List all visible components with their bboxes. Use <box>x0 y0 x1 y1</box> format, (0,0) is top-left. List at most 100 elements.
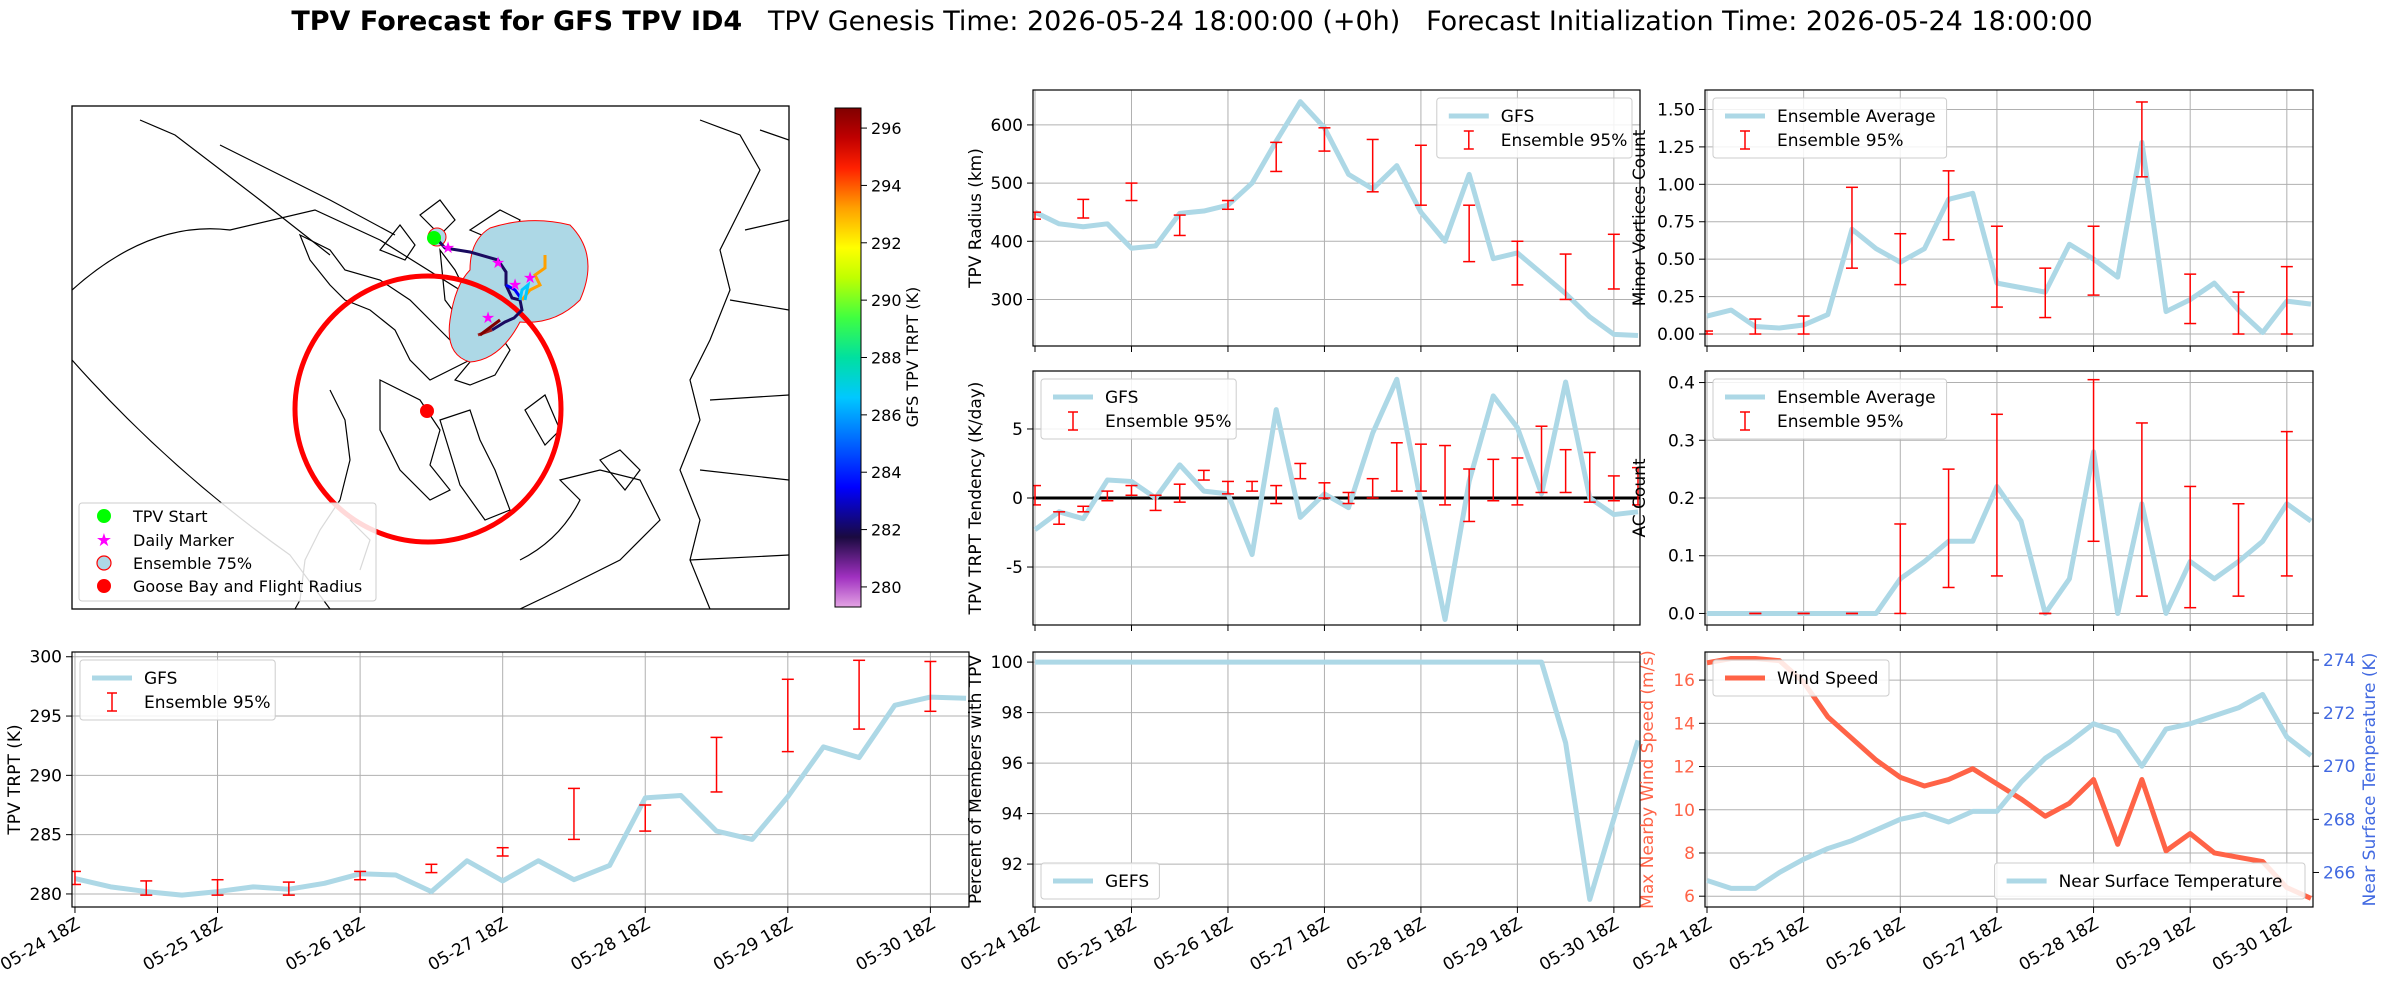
legend-label: Ensemble 95% <box>1777 131 1904 151</box>
y-axis-label: Max Nearby Wind Speed (m/s) <box>1638 650 1658 909</box>
plot-frame <box>1704 370 2314 626</box>
tpv-track <box>434 236 524 332</box>
tpv-track <box>520 255 547 301</box>
x-tick-label: 05-26 18Z <box>1822 914 1908 975</box>
y2-tick-label: 266 <box>2323 863 2355 883</box>
y-tick-label: 0.00 <box>1657 325 1695 345</box>
plot-content <box>1707 378 2313 616</box>
series-line <box>1706 139 2312 336</box>
y-tick-label: 92 <box>1001 855 1023 875</box>
x-tick-label: 05-29 18Z <box>2112 914 2198 975</box>
y-tick-label: 0.75 <box>1657 213 1695 233</box>
legend-label: TPV Start <box>132 507 208 526</box>
y-tick-label: 12 <box>1673 758 1695 778</box>
y-axis-label: TPV Radius (km) <box>966 148 986 289</box>
y2-tick-label: 274 <box>2323 651 2355 671</box>
map-coastline <box>744 219 789 231</box>
map-coastline <box>439 409 511 521</box>
map-coastline <box>699 469 789 481</box>
legend-label: Ensemble Average <box>1777 388 1936 408</box>
map-panel: ★ ★ ★ ★ ★ TPV Start ★ Daily Marker Ensem… <box>71 105 922 610</box>
map-boundary-line <box>139 119 331 256</box>
legend-label: GFS <box>1105 388 1138 408</box>
legend-ensemble-icon <box>96 555 112 571</box>
legend-goosebay-icon <box>97 579 111 593</box>
legend-label: Near Surface Temperature <box>2059 872 2283 892</box>
x-tick-label: 05-30 18Z <box>1536 914 1622 975</box>
map-coastline <box>729 299 789 311</box>
x-tick-label: 05-24 18Z <box>1629 914 1715 975</box>
title-init: Forecast Initialization Time: 2026-05-24… <box>1426 6 2093 37</box>
tpv-track <box>518 281 531 301</box>
legend-label: Wind Speed <box>1777 669 1878 689</box>
chart-legend: GFS Ensemble 95% <box>1040 378 1237 440</box>
series-line <box>1033 376 1639 622</box>
y-tick-label: 0.0 <box>1668 604 1695 624</box>
plot-frame <box>1704 89 2314 347</box>
colorbar-ticks: 280 282 284 286 288 290 292 294 296 <box>861 119 902 597</box>
y-axis-label: Minor Vortices Count <box>1630 129 1650 306</box>
x-tick-label: 05-29 18Z <box>1440 914 1526 975</box>
y-tick-label: -5 <box>1006 558 1023 578</box>
legend-box <box>1436 97 1633 159</box>
x-tick-label: 05-26 18Z <box>282 914 368 975</box>
legend-label: Ensemble Average <box>1777 107 1936 127</box>
plot-frame <box>1032 89 1641 347</box>
y-tick-label: 5 <box>1012 420 1023 440</box>
series-line <box>1035 659 1640 902</box>
y-tick-label: 1.50 <box>1657 100 1695 120</box>
legend-label: Ensemble 95% <box>1105 412 1232 432</box>
plot-frame <box>71 651 970 908</box>
colorbar-tick-label: 288 <box>871 349 902 368</box>
y2-tick-label: 270 <box>2323 757 2355 777</box>
colorbar-ramp <box>834 107 862 608</box>
y-tick-label: 300 <box>991 290 1023 310</box>
x-tick-label: 05-27 18Z <box>1919 914 2005 975</box>
y-tick-label: 14 <box>1673 714 1695 734</box>
y-tick-label: 0.3 <box>1668 431 1695 451</box>
map-legend-box <box>78 502 377 602</box>
x-tick-label: 05-27 18Z <box>1247 914 1333 975</box>
colorbar-tick-label: 282 <box>871 521 902 540</box>
map-boundary-line <box>219 144 396 236</box>
chart-legend: Near Surface Temperature <box>1994 862 2306 900</box>
chart-minor: 0.00 0.25 0.50 0.75 1.00 1.25 1.50 Minor Vortic… <box>1630 89 2314 352</box>
legend-label: Ensemble 95% <box>1501 131 1628 151</box>
y-axis-label: TPV TRPT (K) <box>5 724 25 835</box>
colorbar-tick-label: 280 <box>871 578 902 597</box>
daily-marker: ★ <box>491 253 505 272</box>
legend-label: GFS <box>144 669 177 689</box>
y-tick-label: 8 <box>1684 844 1695 864</box>
x-tick-label: 05-28 18Z <box>2016 914 2102 975</box>
legend-label: GFS <box>1501 107 1534 127</box>
title-bold: TPV Forecast for GFS TPV ID4 <box>291 6 743 37</box>
colorbar-tick-label: 296 <box>871 119 902 138</box>
legend-label: Daily Marker <box>133 531 234 550</box>
y-tick-label: 98 <box>1001 704 1023 724</box>
goose-bay-marker <box>420 404 434 418</box>
flight-radius-circle <box>292 273 564 545</box>
chart-legend: GEFS <box>1040 862 1160 900</box>
chart-legend: Ensemble Average Ensemble 95% <box>1712 97 1948 159</box>
map-coastline <box>679 119 761 609</box>
map-boundary-line <box>72 209 541 301</box>
y-axis-label: Percent of Members with TPV <box>966 655 986 904</box>
y-tick-label: 0.25 <box>1657 288 1695 308</box>
map-coastline <box>709 394 789 401</box>
y2-tick-label: 272 <box>2323 704 2355 724</box>
plot-content <box>72 659 967 898</box>
figure-title: TPV Forecast for GFS TPV ID4 TPV Genesis… <box>0 6 2384 37</box>
y-tick-label: 295 <box>30 707 62 727</box>
legend-start-icon <box>97 509 111 523</box>
y-tick-label: 0.1 <box>1668 547 1695 567</box>
legend-box <box>1712 378 1948 440</box>
x-tick-label: 05-28 18Z <box>567 914 653 975</box>
series-line-temp <box>1706 692 2313 891</box>
plot-frame <box>1032 651 1641 908</box>
y-tick-label: 6 <box>1684 887 1695 907</box>
y-tick-label: 300 <box>30 648 62 668</box>
plot-content <box>1033 376 1640 622</box>
colorbar-tick-label: 286 <box>871 406 902 425</box>
